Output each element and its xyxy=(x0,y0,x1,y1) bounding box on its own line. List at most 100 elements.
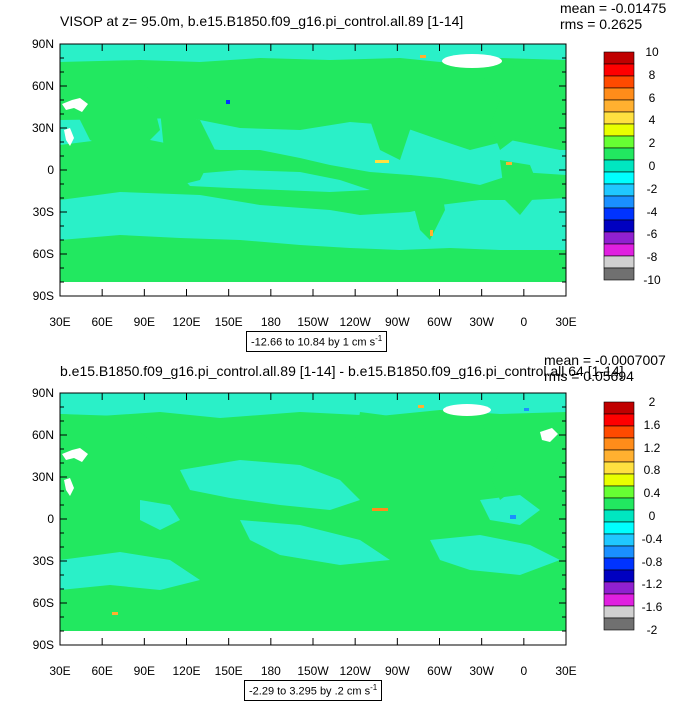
p1-lon-label: 90W xyxy=(384,315,410,329)
colorbar-label: 1.2 xyxy=(643,440,661,455)
panel-1-rms: rms = 0.2625 xyxy=(560,16,643,32)
panel-2-mean: mean = -0.0007007 xyxy=(544,352,666,368)
panel-1-contour-info: -12.66 to 10.84 by 1 cm s-1 xyxy=(246,331,388,352)
colorbar-label: -1.6 xyxy=(641,600,663,615)
colorbar-swatch xyxy=(603,267,635,281)
p1-lon-label: 60W xyxy=(427,315,452,329)
colorbar-swatch xyxy=(603,509,635,523)
colorbar-swatch xyxy=(603,473,635,487)
colorbar-label: 10 xyxy=(645,45,659,59)
colorbar-swatch xyxy=(603,557,635,571)
p2-lon-label: 60E xyxy=(91,664,113,678)
colorbar-swatch xyxy=(603,521,635,535)
panel-2-rms: rms = 0.05694 xyxy=(544,368,634,384)
colorbar-label: 4 xyxy=(648,113,656,128)
colorbar-swatch xyxy=(603,593,635,607)
colorbar-swatch xyxy=(603,413,635,427)
colorbar-label: 2 xyxy=(648,136,656,151)
p2-lon-label: 0 xyxy=(520,664,528,678)
p2-lon-label: 90E xyxy=(133,664,155,678)
colorbar-label: 0 xyxy=(648,159,656,173)
colorbar-label: 8 xyxy=(648,67,656,82)
panel-1-ticks xyxy=(59,43,567,297)
p1-lat-60n: 60N xyxy=(31,79,54,93)
p1-lon-label: 0 xyxy=(520,315,528,329)
panel-1-contour-text: -12.66 to 10.84 by 1 cm s xyxy=(251,336,376,349)
colorbar-label: 0.8 xyxy=(643,463,661,478)
p2-lon-label: 150W xyxy=(297,664,329,678)
colorbar-swatch xyxy=(603,437,635,451)
colorbar-swatch xyxy=(603,497,635,511)
colorbar-swatch xyxy=(603,461,635,475)
colorbar-swatch xyxy=(603,605,635,619)
p2-lon-label: 30W xyxy=(469,664,494,678)
p1-lat-30s: 30S xyxy=(32,205,54,219)
colorbar-label: 0 xyxy=(648,509,656,523)
colorbar-label: 6 xyxy=(648,90,656,105)
panel-1-mean: mean = -0.01475 xyxy=(560,0,667,16)
p2-lon-label: 150E xyxy=(214,664,243,678)
p2-lat-90s: 90S xyxy=(32,638,54,652)
panel-2-contour-sup: -1 xyxy=(370,683,378,692)
p2-lat-60n: 60N xyxy=(31,428,54,442)
p1-lon-label: 180 xyxy=(260,315,281,329)
panel-1-continents xyxy=(60,60,560,240)
panel-2-ticks xyxy=(59,392,567,646)
p2-lon-label: 120W xyxy=(339,664,371,678)
p2-lat-0: 0 xyxy=(47,512,54,526)
p2-lat-30s: 30S xyxy=(32,554,54,568)
colorbar-swatch xyxy=(603,401,635,415)
colorbar-swatch xyxy=(603,569,635,583)
colorbar-swatch xyxy=(603,425,635,439)
p1-lat-90s: 90S xyxy=(32,289,54,303)
p1-lon-label: 30W xyxy=(469,315,494,329)
panel-2-continents xyxy=(60,412,560,510)
colorbar-swatch xyxy=(603,485,635,499)
colorbar-label: -0.4 xyxy=(641,531,663,546)
colorbar-label: -6 xyxy=(646,227,658,242)
p1-lat-30n: 30N xyxy=(31,121,54,135)
p1-lon-label: 30E xyxy=(49,315,71,329)
p2-lat-30n: 30N xyxy=(31,470,54,484)
p1-lon-label: 60E xyxy=(91,315,113,329)
colorbar-label: 1.6 xyxy=(643,417,661,432)
p1-lat-60s: 60S xyxy=(32,247,54,261)
p1-lon-label: 120E xyxy=(172,315,201,329)
colorbar-label: -2 xyxy=(646,623,658,637)
p1-lon-label: 120W xyxy=(339,315,371,329)
p2-lon-label: 30E xyxy=(49,664,71,678)
colorbar-label: -2 xyxy=(646,181,658,196)
panel-2-contour-text: -2.29 to 3.295 by .2 cm s xyxy=(249,685,371,698)
p2-lon-label: 120E xyxy=(172,664,201,678)
colorbar-label: -10 xyxy=(643,273,661,287)
p1-lon-label: 30E xyxy=(555,315,577,329)
p2-lon-label: 90W xyxy=(384,664,410,678)
p1-lat-0: 0 xyxy=(47,163,54,177)
colorbar-swatch xyxy=(603,545,635,559)
p2-lon-label: 180 xyxy=(260,664,281,678)
p2-lon-label: 60W xyxy=(427,664,452,678)
colorbar-label: -1.2 xyxy=(641,577,663,592)
panel-1-title: VISOP at z= 95.0m, b.e15.B1850.f09_g16.p… xyxy=(60,13,464,29)
panel-2-title: b.e15.B1850.f09_g16.pi_control.all.89 [1… xyxy=(60,363,624,379)
p1-lon-label: 150W xyxy=(297,315,329,329)
colorbar-label: -4 xyxy=(646,204,658,219)
colorbar-label: -8 xyxy=(646,250,658,265)
p2-lat-90n: 90N xyxy=(31,386,54,400)
colorbar-label: -0.8 xyxy=(641,554,663,569)
panel-1-contour-sup: -1 xyxy=(375,334,383,343)
p2-lat-60s: 60S xyxy=(32,596,54,610)
colorbar-label: 2 xyxy=(648,395,656,409)
p1-lon-label: 90E xyxy=(133,315,155,329)
p1-lat-90n: 90N xyxy=(31,37,54,51)
colorbar-swatch xyxy=(603,581,635,595)
p2-lon-label: 30E xyxy=(555,664,577,678)
p1-lon-label: 150E xyxy=(214,315,243,329)
colorbar-swatch xyxy=(603,617,635,631)
panel-1-small-anomalies xyxy=(226,55,512,236)
colorbar-swatch xyxy=(603,533,635,547)
